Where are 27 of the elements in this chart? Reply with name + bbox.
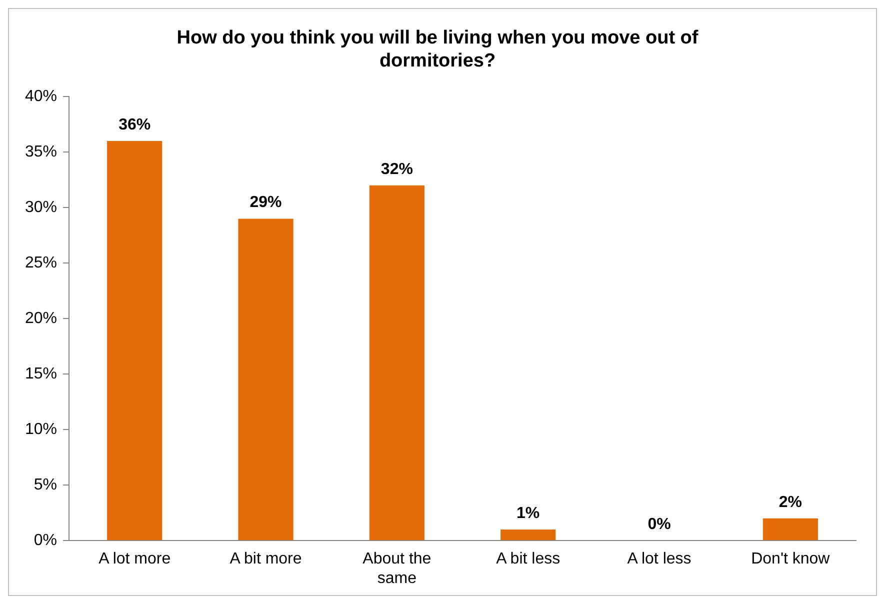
y-tick-label: 30% <box>24 199 58 216</box>
y-tick-label: 35% <box>24 144 58 161</box>
data-label: 1% <box>516 504 540 522</box>
x-tick-label: A bit less <box>496 550 560 568</box>
data-label: 32% <box>380 160 413 178</box>
bar <box>107 141 162 540</box>
x-tick-label: Don't know <box>751 550 830 568</box>
y-tick-label: 15% <box>24 366 58 383</box>
bar <box>500 530 556 540</box>
bar <box>762 518 818 540</box>
y-tick-label: 40% <box>24 88 58 106</box>
y-tick-label: 20% <box>24 310 58 328</box>
y-tick-label: 10% <box>24 421 58 438</box>
data-label: 36% <box>118 116 151 134</box>
x-tick-label: A lot more <box>98 550 171 568</box>
x-tick-label: A lot less <box>627 550 692 568</box>
bar <box>369 185 424 540</box>
x-tick-label: A bit more <box>230 550 302 568</box>
data-label: 29% <box>250 194 282 212</box>
x-tick-label: About the same <box>362 550 432 587</box>
y-tick-label: 25% <box>24 254 58 272</box>
data-label: 0% <box>648 516 671 534</box>
chart-title: How do you think you will be living when you move out of dormitories? <box>176 28 699 72</box>
bar <box>238 218 294 540</box>
y-tick-label: 0% <box>34 532 58 550</box>
data-label: 2% <box>778 494 802 511</box>
y-tick-label: 5% <box>34 476 58 494</box>
